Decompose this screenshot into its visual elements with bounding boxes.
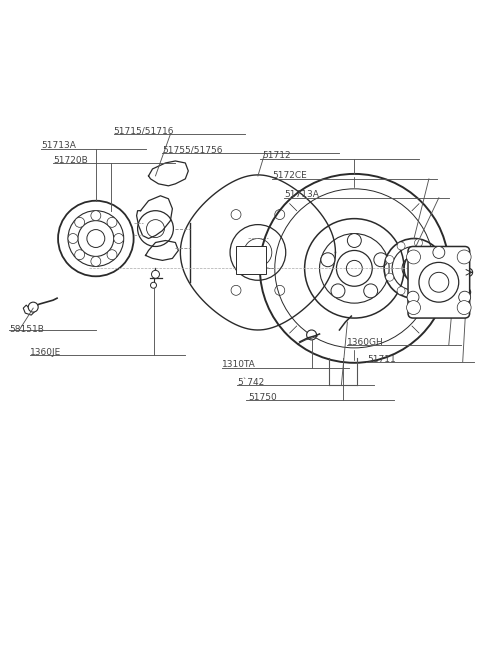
Circle shape [415, 290, 422, 298]
Circle shape [321, 253, 335, 267]
Text: 51713A: 51713A [285, 190, 320, 199]
Circle shape [386, 256, 394, 263]
Circle shape [151, 283, 156, 288]
Circle shape [107, 217, 117, 227]
Text: 5172CE: 5172CE [272, 171, 307, 180]
Circle shape [364, 284, 378, 298]
Text: 1310TA: 1310TA [222, 360, 256, 369]
Circle shape [433, 246, 445, 258]
Circle shape [75, 217, 84, 227]
Circle shape [465, 268, 473, 277]
Circle shape [91, 256, 101, 266]
Circle shape [459, 291, 470, 303]
Text: 51720B: 51720B [53, 156, 88, 165]
Circle shape [397, 242, 405, 250]
Circle shape [91, 211, 101, 221]
Circle shape [407, 301, 420, 315]
Circle shape [430, 281, 438, 289]
Circle shape [28, 302, 38, 312]
Text: 5`742: 5`742 [237, 378, 264, 387]
Circle shape [374, 253, 388, 267]
Circle shape [107, 250, 117, 260]
Circle shape [415, 239, 422, 247]
Text: 58151B: 58151B [9, 325, 44, 334]
Text: 1360JE: 1360JE [30, 348, 61, 357]
Circle shape [152, 270, 159, 279]
Circle shape [397, 286, 405, 295]
Text: 51715/51716: 51715/51716 [114, 126, 174, 135]
FancyBboxPatch shape [236, 246, 266, 275]
Text: 51713A: 51713A [41, 141, 76, 150]
Circle shape [307, 330, 316, 340]
FancyBboxPatch shape [408, 246, 469, 318]
Circle shape [68, 233, 78, 244]
Circle shape [348, 233, 361, 248]
Circle shape [419, 262, 459, 302]
Circle shape [331, 284, 345, 298]
Circle shape [75, 250, 84, 260]
Text: 51712: 51712 [262, 151, 290, 160]
Text: 51750: 51750 [248, 393, 276, 401]
Circle shape [407, 250, 420, 264]
Circle shape [436, 264, 444, 273]
Text: 51711: 51711 [367, 355, 396, 364]
Circle shape [457, 301, 471, 315]
Circle shape [407, 291, 419, 303]
Circle shape [114, 233, 124, 244]
Text: 51755/51756: 51755/51756 [162, 145, 223, 154]
Text: 1360GH: 1360GH [348, 338, 384, 347]
Circle shape [463, 288, 471, 296]
Circle shape [430, 248, 438, 256]
Circle shape [457, 250, 471, 264]
Circle shape [386, 273, 394, 281]
